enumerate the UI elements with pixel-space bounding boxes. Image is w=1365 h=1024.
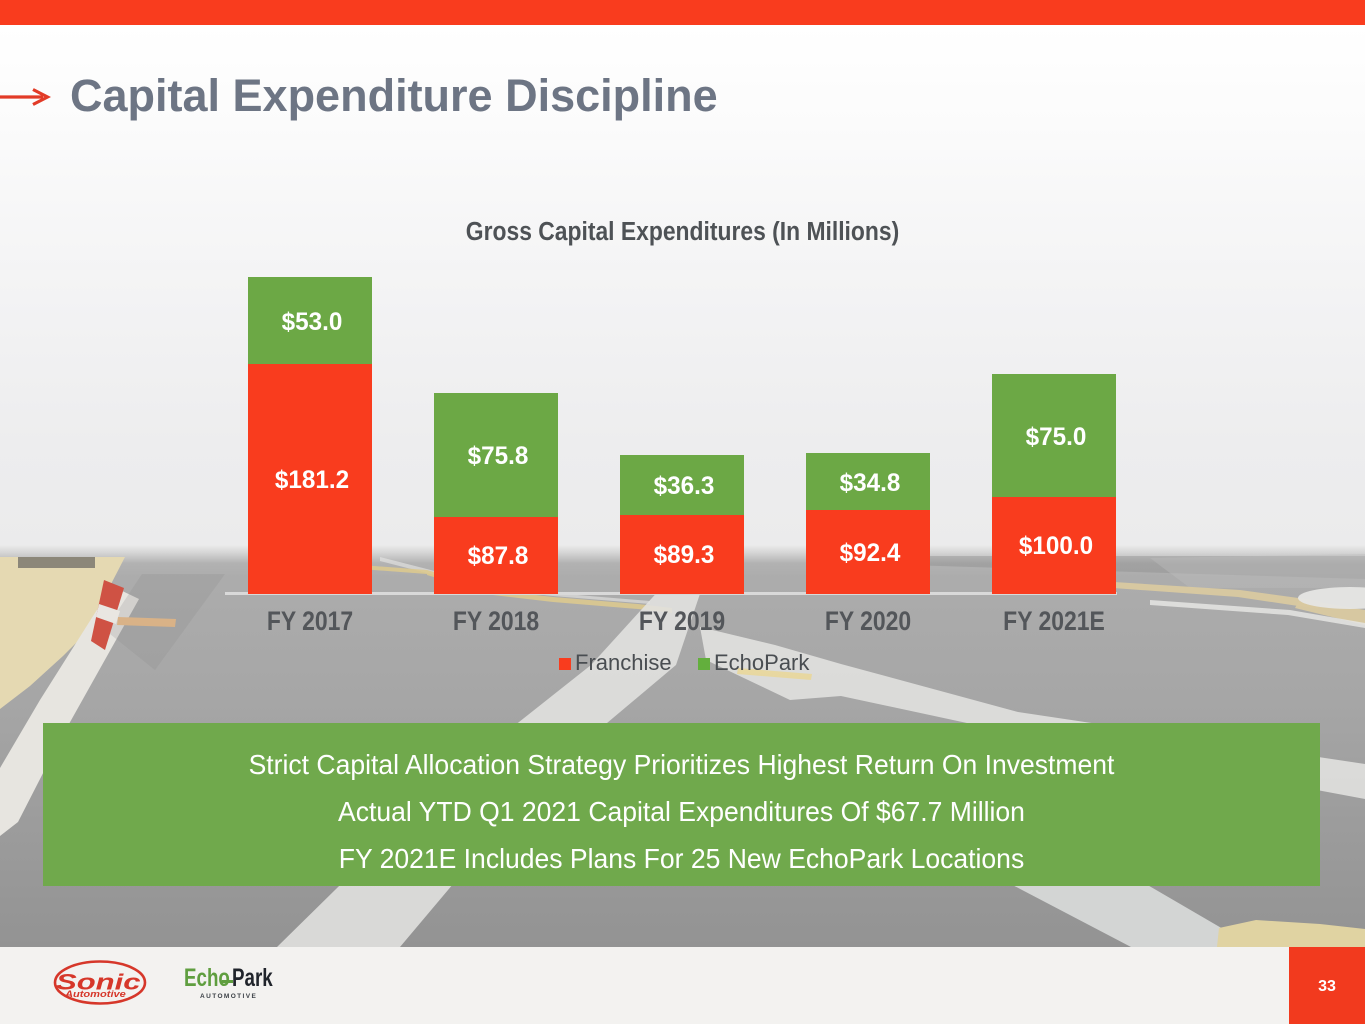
svg-text:Sonic: Sonic (56, 969, 141, 995)
svg-text:Automotive: Automotive (64, 990, 126, 1000)
